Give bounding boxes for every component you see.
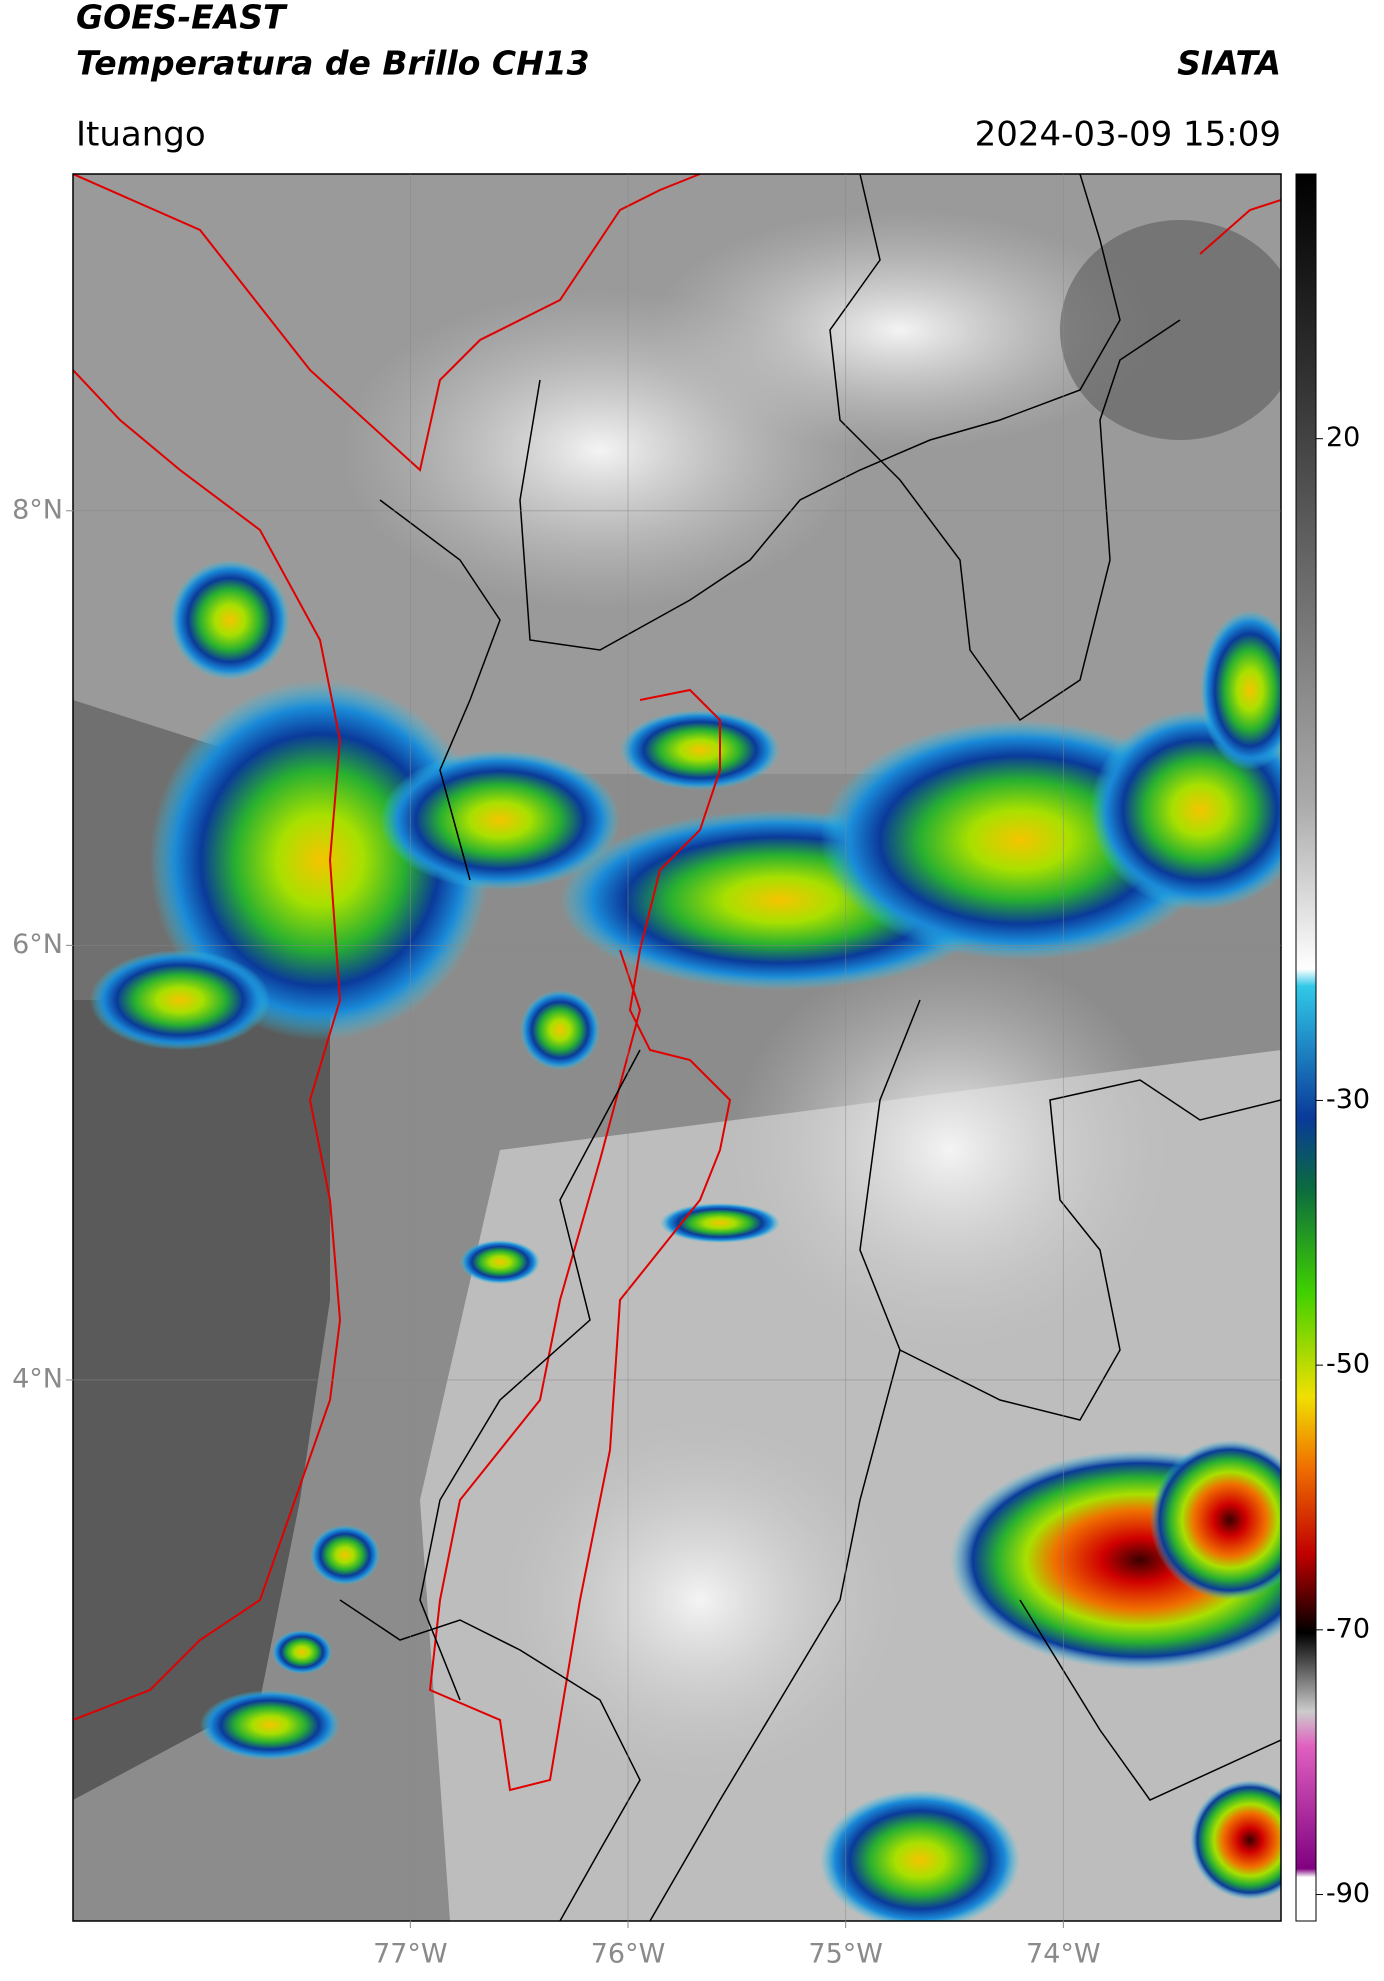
colorbar-tick-label: 20 [1326, 422, 1360, 453]
colorbar-tick-label: -70 [1326, 1613, 1370, 1644]
x-tick-label: 76°W [591, 1939, 666, 1970]
colorbar [1295, 173, 1317, 1922]
colorbar-tick-label: -50 [1326, 1349, 1370, 1380]
x-tick-label: 77°W [373, 1939, 448, 1970]
colorbar-tick-label: -30 [1326, 1084, 1370, 1115]
colorbar-tick-label: -90 [1326, 1878, 1370, 1909]
x-tick-label: 75°W [808, 1939, 883, 1970]
location: Ituango [76, 115, 206, 155]
y-tick-label: 6°N [12, 929, 63, 960]
satellite-image [73, 174, 1281, 1921]
y-tick-label: 8°N [12, 494, 63, 525]
datetime: 2024-03-09 15:09 [975, 115, 1281, 155]
source: SIATA [1177, 44, 1281, 83]
x-tick-label: 74°W [1026, 1939, 1101, 1970]
y-tick-label: 4°N [12, 1363, 63, 1394]
subtitle: Temperatura de Brillo CH13 [76, 44, 590, 83]
map-frame [72, 173, 1282, 1922]
title: GOES-EAST [76, 0, 288, 37]
